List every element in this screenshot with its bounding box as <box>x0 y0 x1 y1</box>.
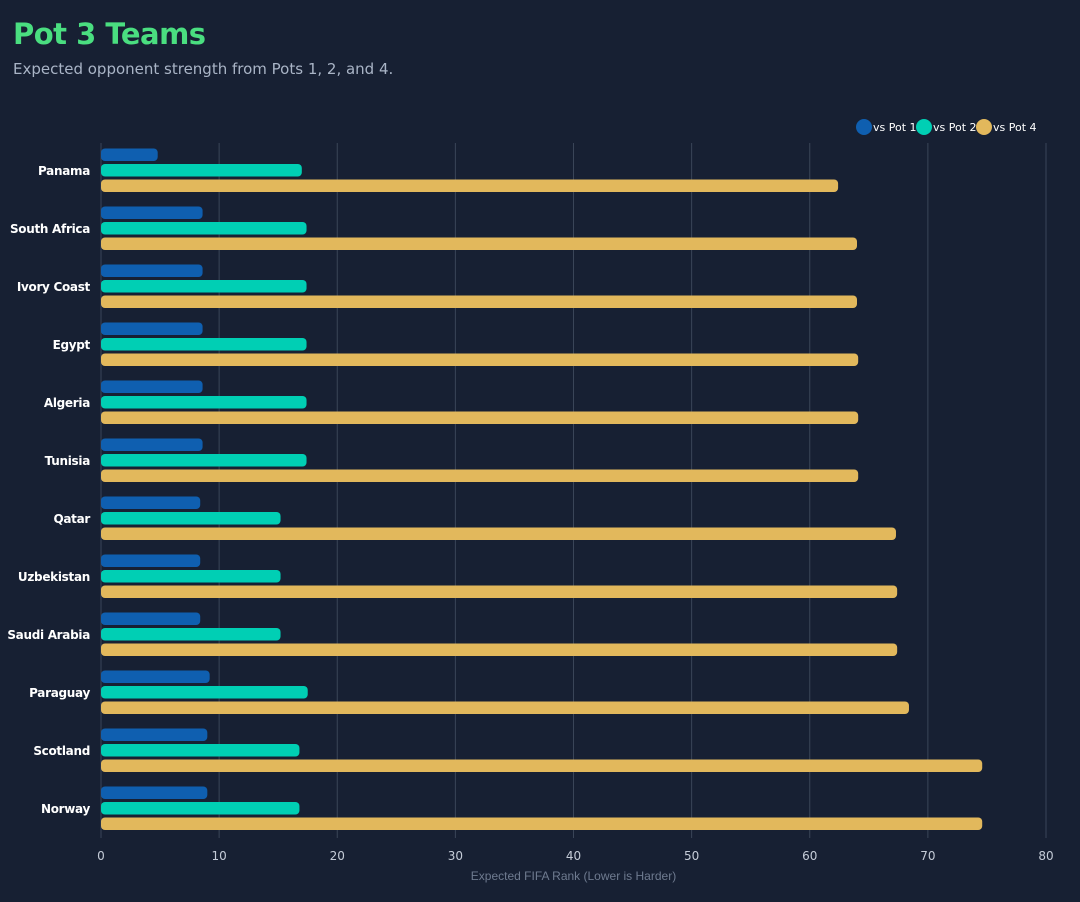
x-tick-label: 80 <box>1038 849 1053 863</box>
legend-swatch <box>856 119 872 135</box>
bar-vs-pot-2-algeria[interactable] <box>101 396 307 409</box>
bar-vs-pot-1-norway[interactable] <box>101 786 208 800</box>
x-tick-label: 0 <box>97 849 105 863</box>
legend-label[interactable]: vs Pot 2 <box>933 121 977 134</box>
category-label: Saudi Arabia <box>7 628 90 642</box>
x-tick-label: 60 <box>802 849 817 863</box>
bar-vs-pot-2-norway[interactable] <box>101 802 300 815</box>
legend: vs Pot 1 vs Pot 2 vs Pot 4 <box>856 119 1037 135</box>
category-label: Panama <box>38 164 90 178</box>
category-label: Norway <box>41 802 91 816</box>
bar-vs-pot-1-tunisia[interactable] <box>101 438 203 452</box>
category-label: South Africa <box>10 222 90 236</box>
bar-vs-pot-4-qatar[interactable] <box>101 527 896 541</box>
bar-vs-pot-4-egypt[interactable] <box>101 353 859 367</box>
bar-vs-pot-2-paraguay[interactable] <box>101 686 308 699</box>
category-label: Ivory Coast <box>17 280 91 294</box>
bar-vs-pot-4-south-africa[interactable] <box>101 237 857 251</box>
bar-vs-pot-1-uzbekistan[interactable] <box>101 554 201 568</box>
bar-vs-pot-2-panama[interactable] <box>101 164 302 177</box>
bar-vs-pot-4-tunisia[interactable] <box>101 469 859 483</box>
bar-vs-pot-1-algeria[interactable] <box>101 380 203 394</box>
bar-vs-pot-2-ivory-coast[interactable] <box>101 280 307 293</box>
bar-vs-pot-4-scotland[interactable] <box>101 759 983 773</box>
bar-vs-pot-2-qatar[interactable] <box>101 512 281 525</box>
x-tick-label: 10 <box>211 849 226 863</box>
legend-swatch <box>916 119 932 135</box>
bar-vs-pot-1-egypt[interactable] <box>101 322 203 336</box>
category-label: Qatar <box>53 512 90 526</box>
legend-label[interactable]: vs Pot 4 <box>993 121 1037 134</box>
category-labels: Panama South Africa Ivory Coast Egypt Algeri… <box>7 164 91 816</box>
bar-vs-pot-4-uzbekistan[interactable] <box>101 585 898 599</box>
bar-vs-pot-1-south-africa[interactable] <box>101 206 203 220</box>
legend-label[interactable]: vs Pot 1 <box>873 121 917 134</box>
bar-vs-pot-1-ivory-coast[interactable] <box>101 264 203 278</box>
category-label: Scotland <box>33 744 90 758</box>
bar-vs-pot-2-egypt[interactable] <box>101 338 307 351</box>
x-tick-label: 40 <box>566 849 581 863</box>
bar-vs-pot-4-saudi-arabia[interactable] <box>101 643 898 657</box>
bar-vs-pot-1-scotland[interactable] <box>101 728 208 742</box>
bar-vs-pot-4-ivory-coast[interactable] <box>101 295 857 309</box>
bar-vs-pot-4-paraguay[interactable] <box>101 701 909 715</box>
category-label: Paraguay <box>29 686 90 700</box>
bar-vs-pot-1-qatar[interactable] <box>101 496 201 510</box>
bar-vs-pot-1-paraguay[interactable] <box>101 670 210 684</box>
chart-subtitle: Expected opponent strength from Pots 1, … <box>13 60 394 78</box>
bar-vs-pot-1-panama[interactable] <box>101 148 158 162</box>
legend-swatch <box>976 119 992 135</box>
grid-lines <box>100 143 1047 838</box>
bar-vs-pot-4-panama[interactable] <box>101 179 839 193</box>
bars <box>101 148 983 831</box>
bar-vs-pot-1-saudi-arabia[interactable] <box>101 612 201 626</box>
bar-vs-pot-2-uzbekistan[interactable] <box>101 570 281 583</box>
x-axis-title: Expected FIFA Rank (Lower is Harder) <box>471 869 676 883</box>
x-tick-label: 30 <box>448 849 463 863</box>
category-label: Algeria <box>44 396 90 410</box>
bar-vs-pot-2-tunisia[interactable] <box>101 454 307 467</box>
category-label: Uzbekistan <box>18 570 90 584</box>
bar-vs-pot-2-saudi-arabia[interactable] <box>101 628 281 641</box>
bar-vs-pot-2-scotland[interactable] <box>101 744 300 757</box>
bar-vs-pot-4-norway[interactable] <box>101 817 983 831</box>
bar-vs-pot-2-south-africa[interactable] <box>101 222 307 235</box>
bar-vs-pot-4-algeria[interactable] <box>101 411 859 425</box>
x-axis-ticks: 0 10 20 30 40 50 60 70 80 <box>97 849 1053 863</box>
x-tick-label: 20 <box>330 849 345 863</box>
x-tick-label: 50 <box>684 849 699 863</box>
category-label: Egypt <box>53 338 91 352</box>
x-tick-label: 70 <box>920 849 935 863</box>
category-label: Tunisia <box>45 454 91 468</box>
chart-title: Pot 3 Teams <box>13 17 206 51</box>
